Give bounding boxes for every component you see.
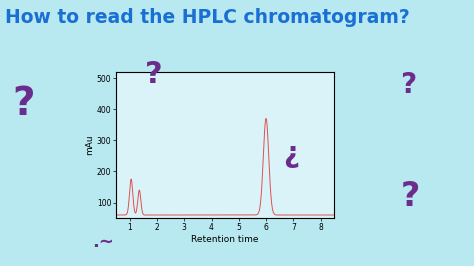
X-axis label: Retention time: Retention time (191, 235, 259, 244)
Text: ?: ? (145, 60, 162, 89)
Y-axis label: mAu: mAu (85, 135, 94, 155)
Text: How to read the HPLC chromatogram?: How to read the HPLC chromatogram? (5, 8, 410, 27)
Text: ¿: ¿ (283, 140, 300, 168)
Text: .∼: .∼ (92, 233, 114, 251)
Text: ?: ? (401, 180, 420, 213)
Text: ?: ? (401, 71, 417, 99)
Text: ?: ? (12, 85, 34, 123)
